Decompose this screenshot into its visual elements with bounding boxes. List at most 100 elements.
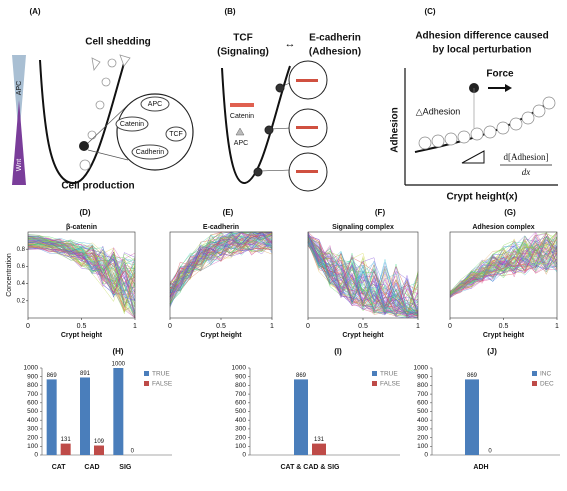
label: (Signaling) [217,47,269,58]
simulation-trace [449,239,558,297]
simulation-trace [27,244,136,274]
y-tick-label: 100 [417,443,428,450]
simulation-trace [27,244,136,285]
label: Cell production [61,181,134,192]
legend-swatch [372,371,377,376]
y-tick-label: 500 [235,408,246,415]
legend-label: DEC [540,381,554,388]
y-tick-label: 0.8 [17,247,26,253]
simulation-trace [449,243,558,297]
panel-b: (B) TCF (Signaling) ↔ E-cadherin (Adhesi… [217,7,361,192]
simulation-traces [169,231,273,308]
data-label: 0 [488,449,492,455]
cells [418,96,556,150]
y-tick-label: 800 [235,382,246,389]
y-tick-label: 1000 [24,365,39,372]
simulation-trace [307,242,419,311]
y-axis-label: Concentration [6,253,13,297]
formula: d[Adhesion] [504,152,549,162]
chart-title: Adhesion complex [472,224,534,231]
simulation-trace [27,248,136,319]
data-label: 869 [467,373,478,379]
apc-gradient [12,55,26,140]
x-tick-label: 0.5 [499,323,509,330]
simulation-trace [307,239,419,317]
formula: dx [522,167,531,177]
y-tick-label: 700 [235,391,246,398]
panel-label: (H) [112,347,123,356]
x-tick-label: 1 [133,323,137,330]
bar [465,379,479,455]
charts: (D) β-catenin 0 0.5 1 0.2 0.4 0.6 0.8 Crypt heigh… [6,208,560,471]
node [165,126,187,142]
y-tick-label: 700 [417,391,428,398]
y-tick-label: 900 [27,373,38,380]
axis-label: Adhesion [390,107,401,153]
legend-swatch [532,371,537,376]
data-label: 869 [296,373,307,379]
label: APC [234,140,248,147]
y-tick-label: 0 [242,452,246,459]
x-tick-label: 0 [448,323,452,330]
panel-label: (B) [224,7,235,16]
simulation-trace [307,237,419,317]
x-tick-label: SIG [119,464,132,471]
simulation-trace [449,247,558,293]
simulation-trace [307,238,419,316]
chart-title: E-cadherin [203,224,239,231]
y-tick-label: 900 [417,373,428,380]
simulation-trace [169,231,273,306]
zoom-line [87,149,129,161]
simulation-trace [169,231,273,290]
crypt-wall [221,65,291,184]
y-tick-label: 200 [417,434,428,441]
simulation-trace [307,236,419,315]
simulation-trace [27,246,136,319]
simulation-trace [449,233,558,294]
node-label: TCF [169,131,183,138]
apc-icon [235,127,245,136]
node [140,96,170,112]
chart-title: β-catenin [66,224,97,231]
y-tick-label: 100 [235,443,246,450]
panel-label: (C) [424,7,435,16]
x-axis-label: Crypt height [483,332,525,339]
title: by local perturbation [433,45,532,56]
label: Cell shedding [85,37,151,48]
legend-swatch [532,381,537,386]
simulation-trace [307,233,419,314]
node-label: Catenin [120,121,144,128]
simulation-traces [307,231,419,319]
simulation-trace [169,232,273,292]
simulation-trace [27,234,136,290]
zoom-circles [253,60,328,192]
legend-swatch [144,381,149,386]
panel-label: (J) [487,347,497,356]
simulation-trace [307,236,419,316]
legend-label: FALSE [152,381,173,388]
force-arrow [505,84,512,92]
bar [60,443,71,455]
y-tick-label: 700 [27,391,38,398]
simulation-trace [307,233,419,316]
simulation-trace [169,232,273,306]
label: Catenin [230,113,254,120]
simulation-trace [27,240,136,301]
y-tick-label: 600 [235,400,246,407]
data-label: 1000 [112,362,126,368]
simulation-trace [27,241,136,293]
legend-label: INC [540,371,552,378]
highlight-cell [79,141,89,151]
x-tick-label: 0 [306,323,310,330]
x-tick-label: 1 [270,323,274,330]
panel-label: (F) [375,208,386,217]
panel-label: (G) [504,208,516,217]
y-tick-label: 100 [27,443,38,450]
label: Force [486,69,514,80]
simulation-trace [307,236,419,318]
x-tick-label: 0.5 [77,323,87,330]
simulation-trace [449,236,558,296]
simulation-trace [449,252,558,296]
y-tick-label: 1000 [232,365,247,372]
